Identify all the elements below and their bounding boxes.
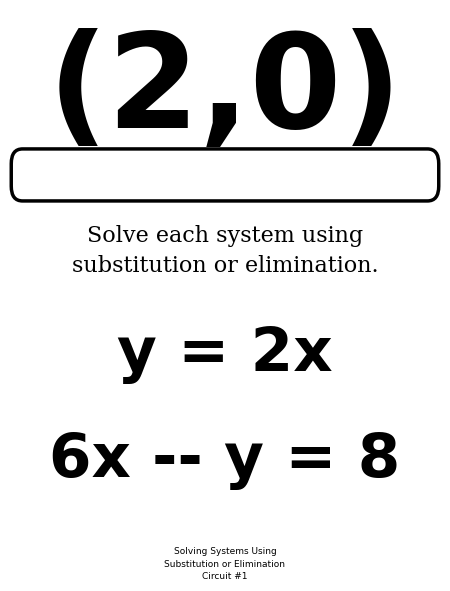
Text: 6x -- y = 8: 6x -- y = 8 bbox=[50, 431, 400, 491]
Text: Solving Systems Using
Substitution or Elimination
Circuit #1: Solving Systems Using Substitution or El… bbox=[165, 547, 285, 582]
Text: (2,0): (2,0) bbox=[48, 28, 402, 155]
FancyBboxPatch shape bbox=[11, 149, 439, 201]
Text: y = 2x: y = 2x bbox=[117, 325, 333, 384]
Text: Solve each system using
substitution or elimination.: Solve each system using substitution or … bbox=[72, 225, 378, 277]
